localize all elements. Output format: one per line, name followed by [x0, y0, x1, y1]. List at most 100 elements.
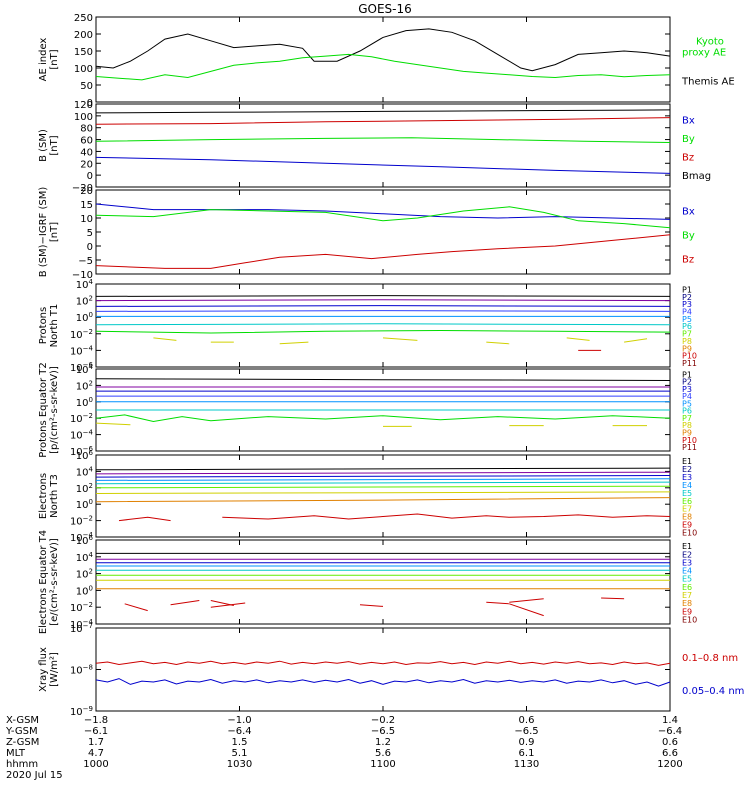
series-line: [95, 234, 671, 269]
series-line: [222, 513, 671, 520]
y-tick-label: 10−2: [70, 328, 93, 341]
series-line: [566, 337, 590, 341]
legend-entry: E9: [682, 521, 692, 530]
legend-entry: E7: [682, 505, 692, 514]
y-axis-label: ProtonsNorth T1: [38, 304, 60, 348]
series-line: [359, 604, 384, 607]
ephemeris-value: −1.0: [227, 715, 251, 726]
y-tick-label: 104: [76, 278, 94, 291]
legend-entry: P5: [682, 315, 692, 324]
legend-entry: P9: [682, 344, 692, 353]
ephemeris-value: −0.2: [371, 715, 395, 726]
legend-entry: E7: [682, 591, 692, 600]
legend-entry: P2: [682, 293, 692, 302]
panel-3: −10 −5 0 5 10 15 20 B (SM)−IGRF (SM)[nT] Bx By Bz: [38, 186, 695, 281]
y-axis-label: B (SM)[nT]: [38, 129, 60, 162]
ephemeris-row-label: 2020 Jul 15: [6, 770, 63, 781]
series-line: [601, 597, 625, 600]
y-tick-label: 104: [76, 551, 94, 564]
y-tick-label: 106: [76, 449, 94, 462]
y-tick-label: 250: [74, 13, 93, 24]
series-line: [95, 475, 671, 478]
y-axis-label: ElectronsNorth T3: [38, 473, 60, 519]
y-tick-label: 200: [74, 30, 93, 41]
y-tick-label: 10−2: [70, 515, 93, 528]
ephemeris-value: 0.9: [519, 737, 535, 748]
y-tick-label: 102: [76, 568, 93, 581]
legend-entry: P3: [682, 385, 692, 394]
ephemeris-value: 6.1: [519, 748, 535, 759]
y-tick-label: 10−2: [70, 412, 93, 425]
y-tick-label: 102: [76, 379, 93, 392]
panel-1: 0 50 100 150 200 250 AE index[nT] Kyoto proxy AE…: [38, 13, 735, 109]
y-tick-label: 5: [87, 228, 93, 239]
y-tick-label: 50: [80, 81, 93, 92]
ephemeris-row-label: hhmm: [6, 759, 38, 770]
legend-entry: Bz: [682, 255, 694, 266]
ephemeris-row-label: Y-GSM: [5, 726, 38, 737]
legend-entry: By: [682, 231, 695, 242]
legend-entry: 0.05–0.4 nm: [682, 686, 744, 697]
series-line: [624, 338, 648, 343]
legend-entry: P6: [682, 322, 692, 331]
series-line: [95, 414, 671, 423]
series-line: [509, 598, 544, 603]
series-line: [95, 299, 671, 302]
legend-entry: E4: [682, 481, 692, 490]
legend-entry: P3: [682, 300, 692, 309]
series-line: [95, 329, 671, 334]
legend-entry: E10: [682, 529, 697, 538]
legend-entry: E1: [682, 542, 692, 551]
y-tick-label: 0: [87, 242, 93, 253]
y-axis-label: Electrons Equator T4[e/(cm²-s-sr-keV)]: [38, 530, 60, 634]
ephemeris-row-label: MLT: [6, 748, 26, 759]
y-axis-label: Xray flux[W/m²]: [38, 647, 60, 692]
y-tick-label: 10−4: [70, 344, 94, 357]
y-tick-label: 106: [76, 534, 94, 547]
ephemeris-value: 1130: [514, 759, 539, 770]
series-line: [95, 117, 671, 125]
series-line: [95, 305, 671, 307]
ephemeris-value: 1200: [657, 759, 682, 770]
ephemeris-value: 0.6: [519, 715, 535, 726]
series-line: [95, 471, 671, 475]
y-tick-label: 104: [76, 363, 94, 376]
series-line: [118, 516, 171, 522]
legend-entry: Kyoto proxy AE: [682, 37, 726, 59]
y-tick-label: 60: [80, 136, 93, 147]
series-line: [95, 109, 671, 114]
legend-entry: P7: [682, 414, 692, 423]
ephemeris-value: −6.5: [514, 726, 538, 737]
y-tick-label: 150: [74, 47, 93, 58]
y-tick-label: −5: [78, 256, 93, 267]
series-line: [153, 337, 177, 341]
ephemeris-value: 5.1: [232, 748, 248, 759]
series-line: [95, 310, 671, 312]
series-line: [95, 485, 671, 489]
legend-entry: P5: [682, 399, 692, 408]
ephemeris-value: 1000: [83, 759, 108, 770]
ephemeris-value: −6.5: [371, 726, 395, 737]
series-line: [95, 137, 671, 143]
ephemeris-row-label: Z-GSM: [6, 737, 39, 748]
ephemeris-value: 4.7: [88, 748, 104, 759]
y-tick-label: 102: [76, 482, 93, 495]
y-tick-label: 10−4: [70, 429, 94, 442]
series-line: [95, 295, 671, 297]
y-tick-label: 20: [80, 186, 93, 197]
y-tick-label: 80: [80, 124, 93, 135]
ephemeris-value: 6.6: [662, 748, 678, 759]
legend-entry: P11: [682, 443, 697, 452]
y-tick-label: 100: [74, 112, 93, 123]
legend-entry: By: [682, 134, 695, 145]
legend-entry: E1: [682, 457, 692, 466]
ephemeris-value: 1.7: [88, 737, 104, 748]
y-tick-label: 10−8: [70, 664, 93, 677]
series-line: [95, 378, 671, 381]
y-tick-label: 120: [74, 100, 93, 111]
legend-entry: P4: [682, 308, 692, 317]
